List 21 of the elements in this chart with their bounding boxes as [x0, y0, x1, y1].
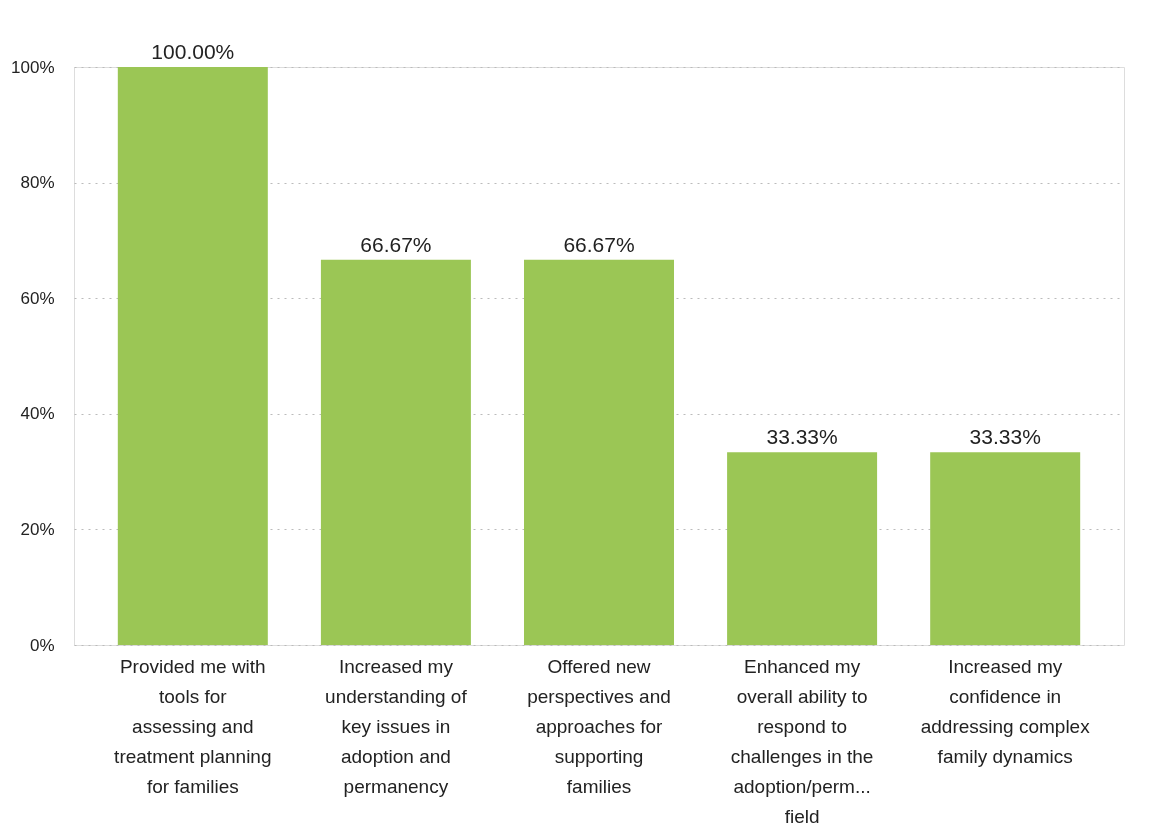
data-label: 33.33% [766, 425, 838, 449]
x-tick-label: Provided me with tools for assessing and treatment planning for families [114, 655, 272, 797]
x-tick-label: Increased my confidence in addressing complex family dynamics [920, 655, 1091, 767]
y-tick-label: 100% [11, 57, 55, 77]
y-tick-label: 80% [20, 173, 55, 193]
x-tick-label: Offered new perspectives and approaches for supporting families [527, 655, 671, 797]
y-tick-label: 20% [20, 519, 55, 539]
bar [320, 259, 471, 645]
data-label: 66.67% [563, 232, 635, 256]
y-tick-label: 60% [20, 288, 55, 308]
y-tick-label: 40% [20, 404, 55, 424]
bar [727, 452, 878, 645]
y-tick-label: 0% [29, 635, 55, 655]
bar [930, 452, 1081, 645]
data-label: 66.67% [360, 232, 432, 256]
x-tick-label: Enhanced my overall ability to respond to challenges in the adoption/perm... field [730, 655, 874, 823]
data-label: 100.00% [151, 40, 235, 63]
bar [117, 67, 268, 645]
x-tick-label: Increased my understanding of key issues in adoption and permanency [325, 655, 468, 797]
data-label: 33.33% [969, 425, 1041, 449]
bar [524, 259, 674, 645]
